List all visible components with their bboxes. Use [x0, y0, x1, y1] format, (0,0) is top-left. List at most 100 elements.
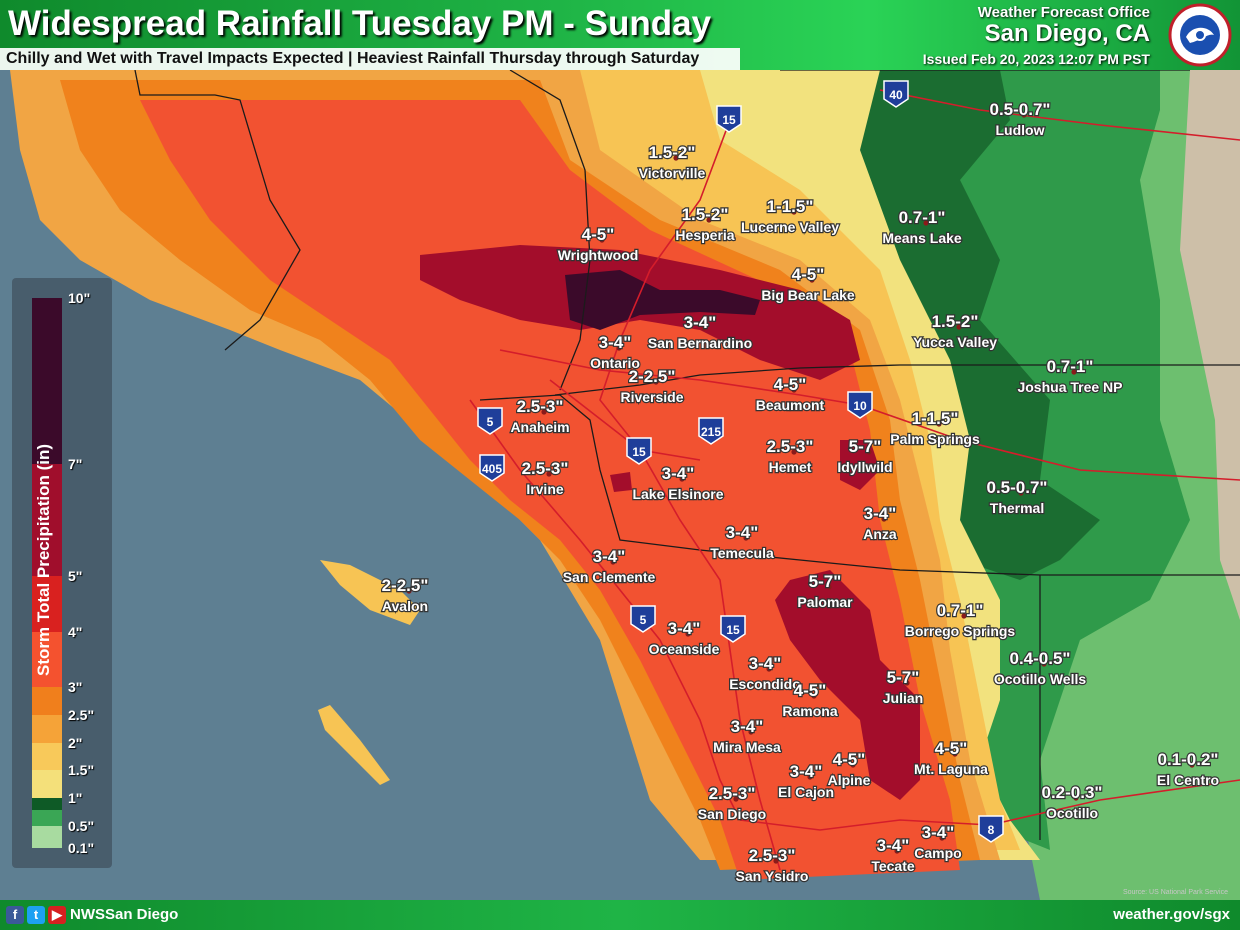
location-marker — [881, 516, 887, 522]
precip-amount: 2.5-3" — [767, 437, 814, 456]
precip-amount: 1.5-2" — [932, 312, 979, 331]
svg-text:8: 8 — [988, 823, 995, 837]
svg-text:15: 15 — [632, 445, 646, 459]
nws-logo — [1168, 3, 1232, 67]
location-beaumont: 4-5" Beaumont — [755, 374, 826, 414]
precip-amount: 3-4" — [593, 547, 626, 566]
location-anaheim: 2.5-3" Anaheim — [509, 396, 571, 436]
location-yucca-valley: 1.5-2" Yucca Valley — [912, 311, 999, 351]
precip-amount: 1-1.5" — [912, 409, 959, 428]
city-name: Temecula — [710, 545, 774, 561]
location-temecula: 3-4" Temecula — [709, 522, 775, 562]
svg-text:5: 5 — [640, 613, 647, 627]
legend-swatch-3-4 — [32, 632, 62, 687]
legend-swatch-2-2-5 — [32, 715, 62, 743]
social-handle[interactable]: NWSSan Diego — [70, 906, 179, 923]
city-name: Ramona — [782, 703, 837, 719]
location-means-lake: 0.7-1" Means Lake — [881, 207, 963, 247]
location-marker — [1041, 661, 1047, 667]
precip-amount: 3-4" — [749, 654, 782, 673]
map-title: Widespread Rainfall Tuesday PM - Sunday — [8, 4, 712, 43]
subtitle-bar — [0, 48, 740, 70]
location-marker — [961, 613, 967, 619]
location-marker — [894, 848, 900, 854]
location-marker — [406, 588, 412, 594]
twitter-icon[interactable]: t — [27, 906, 45, 924]
legend-panel: Storm Total Precipitation (in) 10" 7" 5"… — [12, 278, 112, 868]
location-marker — [952, 751, 958, 757]
location-lucerne-valley: 1-1.5" Lucerne Valley — [740, 196, 841, 236]
city-name: Campo — [914, 845, 961, 861]
legend-tick-4: 4" — [68, 624, 83, 640]
location-marker — [766, 666, 772, 672]
precip-band-5-7-palomar — [775, 570, 920, 800]
location-marker — [673, 155, 679, 161]
precip-amount: 3-4" — [662, 464, 695, 483]
footer-bar: f t ▶ NWSSan Diego weather.gov/sgx — [0, 900, 1240, 930]
precip-band-5-7-elsinore — [610, 472, 632, 492]
precip-amount: 3-4" — [668, 619, 701, 638]
location-ocotillo: 0.2-0.3" Ocotillo — [1040, 782, 1103, 822]
map-subtitle: Chilly and Wet with Travel Impacts Expec… — [6, 50, 700, 67]
location-marker — [653, 379, 659, 385]
precip-amount: 0.7-1" — [937, 601, 984, 620]
location-anza: 3-4" Anza — [862, 503, 898, 543]
legend-tick-1-5: 1.5" — [68, 762, 95, 778]
source-note: Source: US National Park Service — [1122, 889, 1228, 896]
office-location: San Diego, CA — [984, 20, 1150, 47]
precip-amount: 3-4" — [877, 836, 910, 855]
city-name: Alpine — [828, 772, 871, 788]
city-name: Oceanside — [649, 641, 720, 657]
city-name: Yucca Valley — [913, 334, 997, 350]
precip-amount: 4-5" — [794, 681, 827, 700]
city-name: Ontario — [590, 355, 640, 371]
location-marker — [679, 476, 685, 482]
city-name: Ocotillo Wells — [994, 671, 1087, 687]
interstate-215-shield: 215 — [698, 417, 724, 445]
precip-amount: 2-2.5" — [629, 367, 676, 386]
website-link[interactable]: weather.gov/sgx — [1113, 906, 1230, 923]
facebook-icon[interactable]: f — [6, 906, 24, 924]
location-big-bear-lake: 4-5" Big Bear Lake — [760, 264, 856, 304]
catalina-island — [320, 560, 420, 625]
county-lines — [134, 70, 1240, 840]
location-ontario: 3-4" Ontario — [589, 332, 641, 372]
city-name: Lucerne Valley — [741, 219, 839, 235]
location-avalon: 2-2.5" Avalon — [380, 575, 429, 615]
city-name: Ludlow — [996, 122, 1045, 138]
legend-swatch-0-9-1 — [32, 798, 62, 810]
precip-amount: 0.7-1" — [1047, 357, 1094, 376]
precip-amount: 2.5-3" — [709, 784, 756, 803]
issued-timestamp: Issued Feb 20, 2023 12:07 PM PST — [922, 51, 1150, 67]
location-marker — [685, 631, 691, 637]
location-idyllwild: 5-7" Idyllwild — [836, 436, 894, 476]
precip-amount: 2-2.5" — [382, 576, 429, 595]
precip-amount: 0.4-0.5" — [1010, 649, 1071, 668]
precip-amount: 5-7" — [809, 572, 842, 591]
precip-amount: 1.5-2" — [682, 205, 729, 224]
precip-amount: 0.2-0.3" — [1042, 783, 1103, 802]
interstate-15-shield-mid: 15 — [626, 437, 652, 465]
location-tecate: 3-4" Tecate — [870, 835, 916, 875]
location-marker — [733, 796, 739, 802]
precip-amount: 3-4" — [726, 523, 759, 542]
city-name: Joshua Tree NP — [1017, 379, 1122, 395]
svg-text:405: 405 — [482, 462, 502, 476]
city-name: Riverside — [620, 389, 683, 405]
precip-amount: 2.5-3" — [749, 846, 796, 865]
city-name: El Cajon — [778, 784, 834, 800]
social-links: f t ▶ — [6, 906, 66, 924]
location-marker — [1021, 112, 1027, 118]
location-san-ysidro: 2.5-3" San Ysidro — [734, 845, 809, 885]
legend-swatch-4-5 — [32, 576, 62, 632]
legend-swatch-5-7 — [32, 464, 62, 576]
location-marker — [936, 421, 942, 427]
city-name: San Bernardino — [648, 335, 752, 351]
legend-tick-7: 7" — [68, 456, 83, 472]
office-name: Weather Forecast Office — [977, 4, 1150, 21]
youtube-icon[interactable]: ▶ — [48, 906, 66, 924]
location-el-cajon: 3-4" El Cajon — [777, 761, 835, 801]
svg-text:215: 215 — [701, 425, 721, 439]
precip-amount: 4-5" — [935, 739, 968, 758]
city-name: Thermal — [990, 500, 1044, 516]
